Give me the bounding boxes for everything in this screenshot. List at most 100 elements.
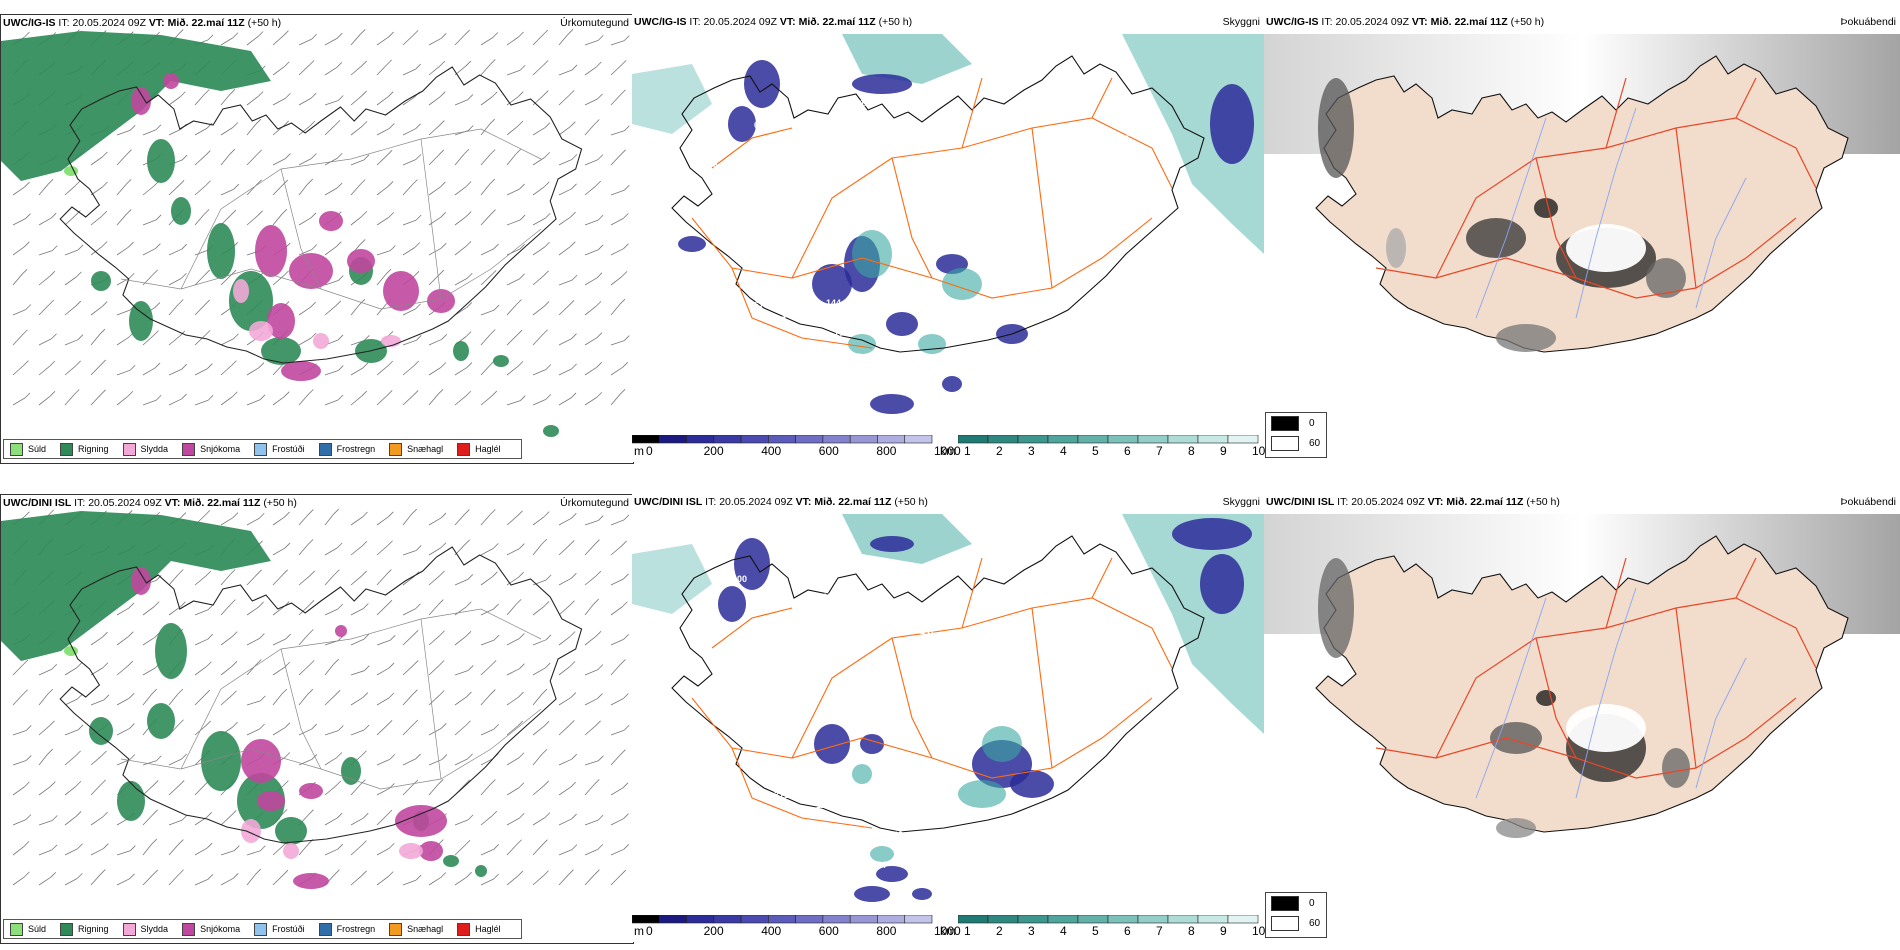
visibility-scale-unit: km — [940, 924, 956, 938]
cloud-scale-unit: m — [634, 924, 644, 938]
fog-shading — [1318, 78, 1686, 352]
scale-color-step — [877, 915, 906, 924]
cloud-areas — [632, 514, 1264, 902]
legend-label: Frostúði — [272, 924, 305, 934]
scale-tick-label: 7 — [1156, 444, 1163, 458]
scale-tick-label: 200 — [703, 924, 724, 938]
scale-tick-label: 1000 — [934, 924, 961, 938]
cloud-number-label: 117 — [846, 116, 861, 126]
scale-tick-label: 2 — [996, 444, 1003, 458]
scale-color-step — [1077, 915, 1109, 924]
cloud-panel-row2: UWC/DINI ISL IT: 20.05.2024 09Z VT: Mið.… — [632, 494, 1264, 942]
cloud-number-label: 138 — [780, 398, 795, 408]
legend-label: Rigning — [78, 924, 109, 934]
cloud-panel-row1: UWC/IG-IS IT: 20.05.2024 09Z VT: Mið. 22… — [632, 14, 1264, 462]
legend-item: Snjókoma — [182, 922, 241, 936]
legend-label: Slydda — [140, 924, 169, 934]
scale-color-step — [987, 435, 1019, 444]
legend-label: Snjókoma — [200, 924, 241, 934]
panel-title: UWC/DINI ISL IT: 20.05.2024 09Z VT: Mið.… — [1266, 496, 1560, 508]
scale-color-step — [795, 435, 824, 444]
panel-title: UWC/IG-IS IT: 20.05.2024 09Z VT: Mið. 22… — [3, 17, 282, 29]
scale-color-step — [1077, 435, 1109, 444]
scale-color-step — [958, 435, 989, 444]
sun-legend: 0 60 — [1265, 412, 1327, 458]
sun-legend: 0 60 — [1265, 892, 1327, 938]
cloud-number-label: 110 — [776, 890, 791, 900]
scale-color-step — [904, 915, 933, 924]
cloud-number-label: 165 — [1114, 134, 1129, 144]
panel-label: Skyggni — [1222, 16, 1260, 28]
legend-swatch — [60, 442, 74, 456]
panel-title: UWC/DINI ISL IT: 20.05.2024 09Z VT: Mið.… — [3, 497, 297, 509]
scale-color-step — [1167, 435, 1199, 444]
sun-legend-row: 60 — [1266, 913, 1326, 933]
legend-swatch — [10, 442, 23, 456]
legend-item: Rigning — [60, 922, 109, 936]
panel-title: UWC/DINI ISL IT: 20.05.2024 09Z VT: Mið.… — [634, 496, 928, 508]
legend-swatch — [10, 922, 23, 936]
roads — [691, 77, 1173, 349]
sun-legend-row: 60 — [1266, 433, 1326, 453]
scale-color-step — [1197, 435, 1229, 444]
cloud-scale-bar — [632, 435, 933, 444]
iceland-outline — [671, 535, 1205, 833]
panel-title: UWC/IG-IS IT: 20.05.2024 09Z VT: Mið. 22… — [1266, 16, 1545, 28]
scale-tick-label: 2 — [996, 924, 1003, 938]
scale-color-step — [1227, 435, 1259, 444]
cloud-number-label: 140 — [1128, 190, 1143, 200]
panel-label: Þokuábendi — [1840, 16, 1896, 28]
scale-tick-label: 9 — [1220, 444, 1227, 458]
sun-legend-swatch — [1271, 415, 1299, 431]
cloud-number-label: 74 — [876, 860, 886, 870]
scale-tick-label: 1 — [964, 924, 971, 938]
precip-map — [1, 508, 630, 889]
scale-color-step — [1137, 915, 1169, 924]
sun-map — [1264, 514, 1900, 838]
visibility-scale-bar — [958, 915, 1259, 924]
cloud-number-label: 147 — [920, 626, 935, 636]
legend-label: Súld — [28, 444, 47, 454]
roads — [691, 557, 1173, 829]
cloud-number-label: 144 — [826, 298, 841, 308]
panel-label: Úrkomutegund — [560, 17, 629, 29]
iceland-outline — [59, 546, 583, 844]
cloud-number-labels: 79 68 56 76 124 127 117 165 196 136 141 140 148 67 67 9… — [708, 94, 1143, 428]
scale-tick-label: 10 — [1252, 924, 1266, 938]
scale-color-step — [713, 915, 742, 924]
sun-panel-row1: UWC/IG-IS IT: 20.05.2024 09Z VT: Mið. 22… — [1264, 14, 1900, 462]
precip-areas — [1, 511, 487, 889]
cloud-scale-unit: m — [634, 444, 644, 458]
legend-swatch — [457, 442, 471, 456]
scale-tick-label: 3 — [1028, 924, 1035, 938]
scale-tick-label: 10 — [1252, 444, 1266, 458]
scale-color-step — [740, 435, 769, 444]
sun-legend-swatch — [1271, 895, 1299, 911]
scale-tick-label: 7 — [1156, 924, 1163, 938]
legend-label: Frostregn — [336, 444, 376, 454]
cloud-number-label: 177 — [834, 328, 849, 338]
legend-swatch — [389, 442, 403, 456]
rivers — [1475, 107, 1747, 319]
scale-color-step — [1107, 435, 1139, 444]
cloud-areas — [632, 34, 1264, 414]
scale-tick-label: 800 — [876, 444, 897, 458]
sun-legend-label: 0 — [1309, 897, 1315, 909]
legend-label: Snæhagl — [407, 444, 444, 454]
scale-tick-label: 4 — [1060, 444, 1067, 458]
cloud-number-label: 136 — [1080, 174, 1095, 184]
precip-legend: Súld Rigning Slydda Snjókoma Frostúði Frostre… — [3, 919, 522, 939]
legend-item: Frostregn — [318, 922, 375, 936]
legend-item: Frostúði — [254, 922, 305, 936]
legend-label: Frostúði — [272, 444, 305, 454]
cloud-number-label: 76 — [708, 160, 718, 170]
cloud-number-label: 119 — [816, 800, 831, 810]
legend-swatch — [318, 922, 332, 936]
visibility-scale-unit: km — [940, 444, 956, 458]
scale-tick-label: 200 — [703, 444, 724, 458]
scale-color-step — [1047, 435, 1079, 444]
scale-color-step — [987, 915, 1019, 924]
precip-legend: Súld Rigning Slydda Snjókoma Frostúði Frostre… — [3, 439, 522, 459]
scale-color-step — [1137, 435, 1169, 444]
